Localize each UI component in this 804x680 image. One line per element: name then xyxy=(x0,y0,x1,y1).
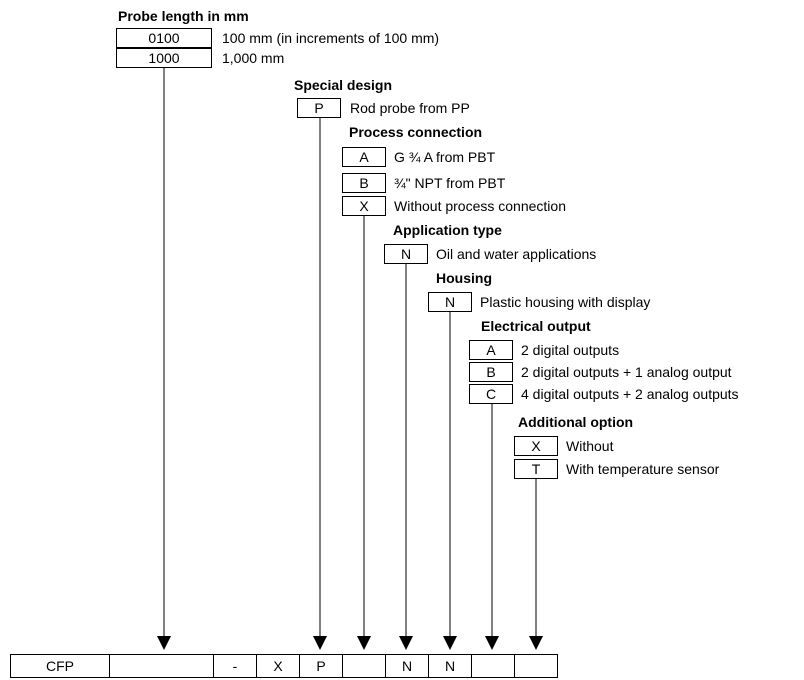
option-label-probe-1000: 1,000 mm xyxy=(222,50,285,66)
code-box-housing-n: N xyxy=(428,292,472,312)
typecode-cell-x: X xyxy=(256,654,300,678)
section-title-process-connection: Process connection xyxy=(349,124,483,140)
option-label-special-p: Rod probe from PP xyxy=(350,100,470,116)
option-label-electrical-c: 4 digital outputs + 2 analog outputs xyxy=(521,386,739,402)
code-box-probe-0100: 0100 xyxy=(116,28,212,48)
typecode-cell-housing: N xyxy=(428,654,472,678)
typecode-cell-probe-length xyxy=(109,654,214,678)
code-box-electrical-a: A xyxy=(469,340,513,360)
code-box-electrical-c: C xyxy=(469,384,513,404)
section-title-probe-length: Probe length in mm xyxy=(118,8,249,24)
typecode-cell-process-connection xyxy=(342,654,386,678)
code-box-process-x: X xyxy=(342,196,386,216)
option-label-additional-x: Without xyxy=(566,438,614,454)
option-label-application-n: Oil and water applications xyxy=(436,246,597,262)
code-box-special-p: P xyxy=(297,98,341,118)
arrowhead-application-type xyxy=(399,636,413,650)
code-box-additional-x: X xyxy=(514,436,558,456)
option-label-housing-n: Plastic housing with display xyxy=(480,294,651,310)
code-box-process-a: A xyxy=(342,147,386,167)
option-label-process-x: Without process connection xyxy=(394,198,566,214)
typecode-cell-dash: - xyxy=(213,654,257,678)
option-label-probe-0100: 100 mm (in increments of 100 mm) xyxy=(222,30,440,46)
arrowhead-special-design xyxy=(313,636,327,650)
code-box-process-b: B xyxy=(342,173,386,193)
option-label-additional-t: With temperature sensor xyxy=(566,461,720,477)
section-title-electrical-output: Electrical output xyxy=(481,318,591,334)
arrowhead-electrical-output xyxy=(485,636,499,650)
typecode-cell-cfp: CFP xyxy=(10,654,110,678)
option-label-process-a: G ¾ A from PBT xyxy=(394,149,496,165)
section-title-housing: Housing xyxy=(436,270,492,286)
typecode-cell-special-design: P xyxy=(299,654,343,678)
typecode-cell-application-type: N xyxy=(385,654,429,678)
typecode-cell-additional-option xyxy=(514,654,558,678)
code-box-probe-1000: 1000 xyxy=(116,48,212,68)
arrowhead-process-connection xyxy=(357,636,371,650)
code-box-additional-t: T xyxy=(514,459,558,479)
arrowhead-probe-length xyxy=(157,636,171,650)
option-label-process-b: ¾" NPT from PBT xyxy=(394,175,506,191)
option-label-electrical-a: 2 digital outputs xyxy=(521,342,620,358)
option-label-electrical-b: 2 digital outputs + 1 analog output xyxy=(521,364,732,380)
code-box-application-n: N xyxy=(384,244,428,264)
typecode-cell-electrical-output xyxy=(471,654,515,678)
section-title-additional-option: Additional option xyxy=(518,414,634,430)
arrowhead-additional-option xyxy=(529,636,543,650)
arrowhead-housing xyxy=(443,636,457,650)
section-title-special-design: Special design xyxy=(294,77,393,93)
section-title-application-type: Application type xyxy=(393,222,502,238)
code-box-electrical-b: B xyxy=(469,362,513,382)
